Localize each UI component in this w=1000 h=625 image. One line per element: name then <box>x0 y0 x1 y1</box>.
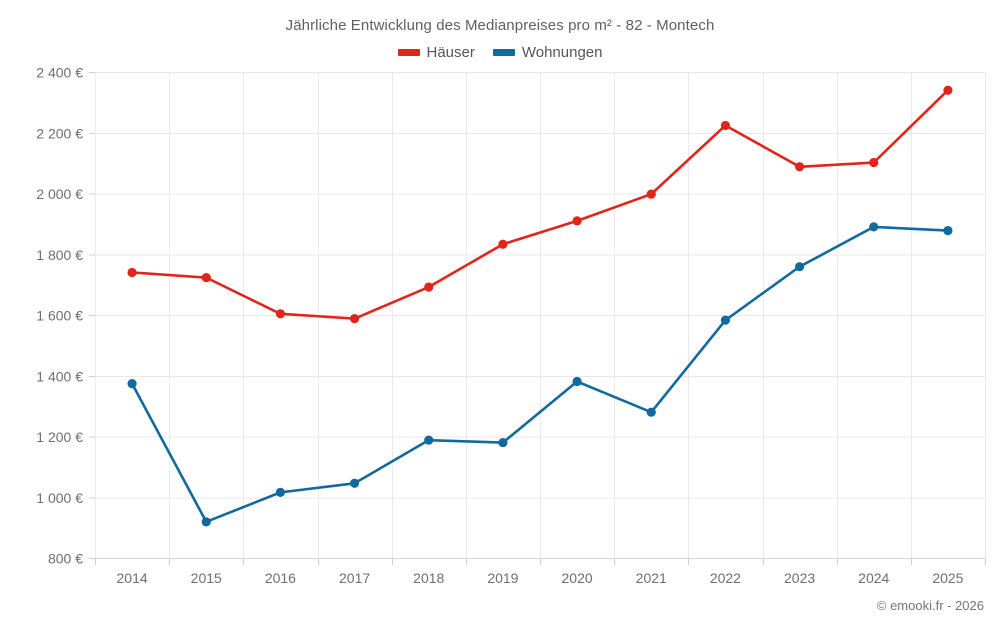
data-point-marker[interactable] <box>424 435 434 445</box>
data-point-marker[interactable] <box>572 216 582 226</box>
y-axis-tick-label: 2 200 € <box>36 125 83 141</box>
chart-title: Jährliche Entwicklung des Medianpreises … <box>285 17 715 34</box>
series-line-1 <box>130 225 950 524</box>
legend-swatch-icon-0 <box>397 49 420 56</box>
data-point-marker[interactable] <box>943 85 953 95</box>
legend-item-series-0[interactable]: Häuser <box>397 44 475 61</box>
y-axis-tick-label: 1 800 € <box>36 247 83 263</box>
data-point-marker[interactable] <box>424 282 434 292</box>
data-point-marker[interactable] <box>869 157 879 168</box>
y-axis-tick-label: 1 600 € <box>36 308 83 324</box>
x-axis-tick-label: 2018 <box>413 570 444 586</box>
data-point-marker[interactable] <box>720 315 731 325</box>
x-axis-tick-label: 2020 <box>562 570 593 586</box>
legend-label-1: Wohnungen <box>521 44 603 61</box>
y-axis-tick-label: 2 400 € <box>36 65 83 81</box>
x-axis-tick-label: 2025 <box>932 570 963 586</box>
y-axis-tick-label: 1 000 € <box>36 490 83 506</box>
x-axis-tick-label: 2014 <box>117 570 148 586</box>
x-axis-tick-label: 2015 <box>191 570 222 586</box>
data-point-marker[interactable] <box>201 273 211 283</box>
data-point-marker[interactable] <box>572 376 582 387</box>
x-axis-tick-label: 2024 <box>858 570 889 586</box>
data-point-marker[interactable] <box>794 262 805 272</box>
data-point-marker[interactable] <box>943 225 953 236</box>
data-point-marker[interactable] <box>201 517 211 527</box>
data-point-marker[interactable] <box>646 189 656 199</box>
x-axis-tick-label: 2016 <box>265 570 296 586</box>
y-axis-tick-label: 800 € <box>48 551 83 567</box>
data-point-marker[interactable] <box>349 314 360 324</box>
data-point-marker[interactable] <box>498 437 508 448</box>
data-point-marker[interactable] <box>127 267 137 278</box>
legend-item-series-1[interactable]: Wohnungen <box>492 44 603 61</box>
data-point-marker[interactable] <box>275 487 286 497</box>
series-line-0 <box>130 88 950 320</box>
legend-label-0: Häuser <box>426 44 475 61</box>
data-point-marker[interactable] <box>275 309 286 319</box>
data-point-marker[interactable] <box>720 120 731 131</box>
x-axis-tick-label: 2023 <box>784 570 815 586</box>
x-axis-tick-label: 2019 <box>487 570 518 586</box>
data-point-marker[interactable] <box>127 379 137 389</box>
chart-legend: Häuser Wohnungen <box>0 44 1000 61</box>
y-axis-tick-label: 2 000 € <box>36 186 83 202</box>
data-point-marker[interactable] <box>794 162 805 172</box>
x-axis-tick-label: 2017 <box>339 570 370 586</box>
x-axis-tick-label: 2022 <box>710 570 741 586</box>
data-point-marker[interactable] <box>646 407 656 417</box>
legend-swatch-icon-1 <box>492 49 515 56</box>
y-axis-tick-label: 1 400 € <box>36 368 83 384</box>
credit-text: © emooki.fr - 2026 <box>876 598 984 613</box>
data-point-marker[interactable] <box>869 222 879 232</box>
data-point-marker[interactable] <box>349 478 360 488</box>
data-point-marker[interactable] <box>498 239 508 249</box>
y-axis-tick-label: 1 200 € <box>36 429 83 445</box>
x-axis-tick-label: 2021 <box>636 570 667 586</box>
